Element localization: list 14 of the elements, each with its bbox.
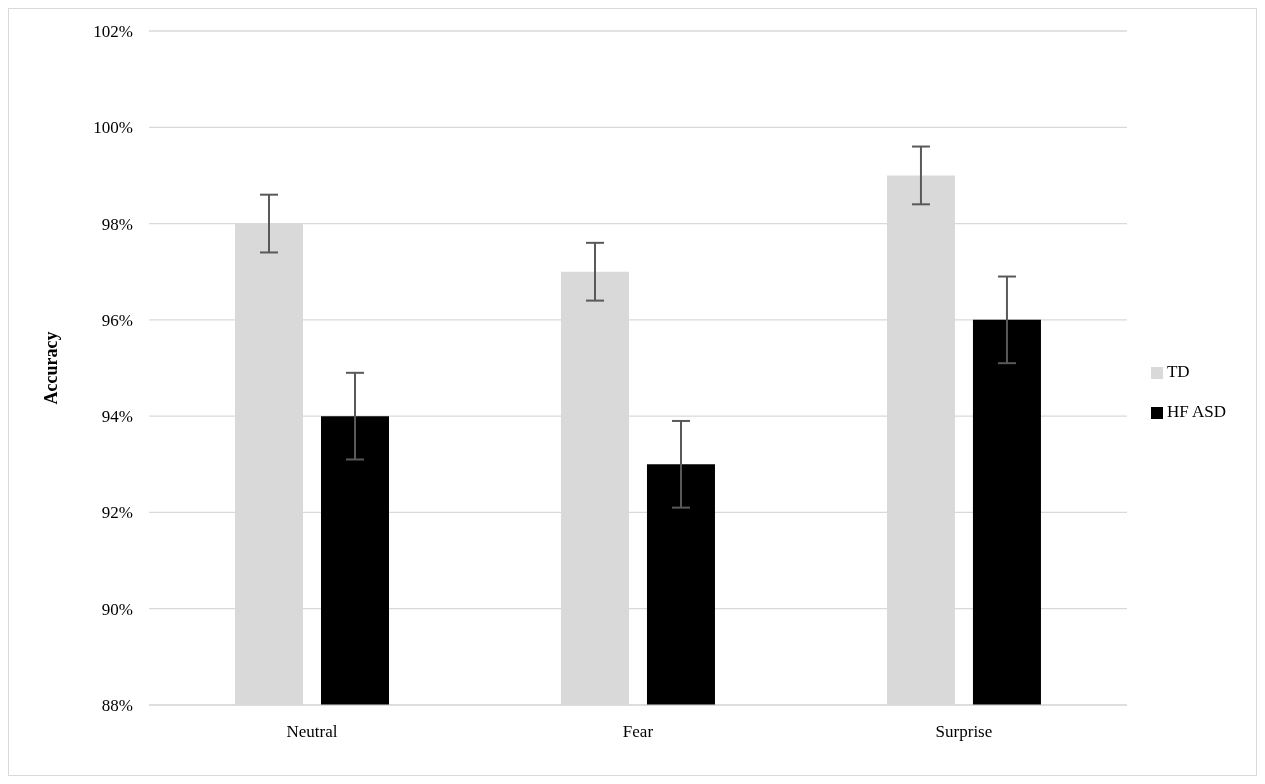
- x-tick-label: Neutral: [286, 722, 338, 742]
- y-tick-label: 94%: [101, 407, 133, 427]
- y-tick-label: 90%: [101, 599, 133, 619]
- y-tick-label: 100%: [93, 118, 133, 138]
- y-tick-label: 98%: [101, 214, 133, 234]
- x-tick-label: Surprise: [935, 722, 993, 742]
- y-axis-title: Accuracy: [41, 331, 62, 405]
- y-tick-label: 96%: [101, 310, 133, 330]
- legend-label: TD: [1166, 362, 1190, 381]
- legend-label: HF ASD: [1166, 402, 1226, 421]
- y-tick-label: 102%: [93, 22, 133, 42]
- y-tick-label: 88%: [101, 696, 133, 716]
- y-tick-label: 92%: [101, 503, 133, 523]
- x-tick-label: Fear: [622, 722, 654, 742]
